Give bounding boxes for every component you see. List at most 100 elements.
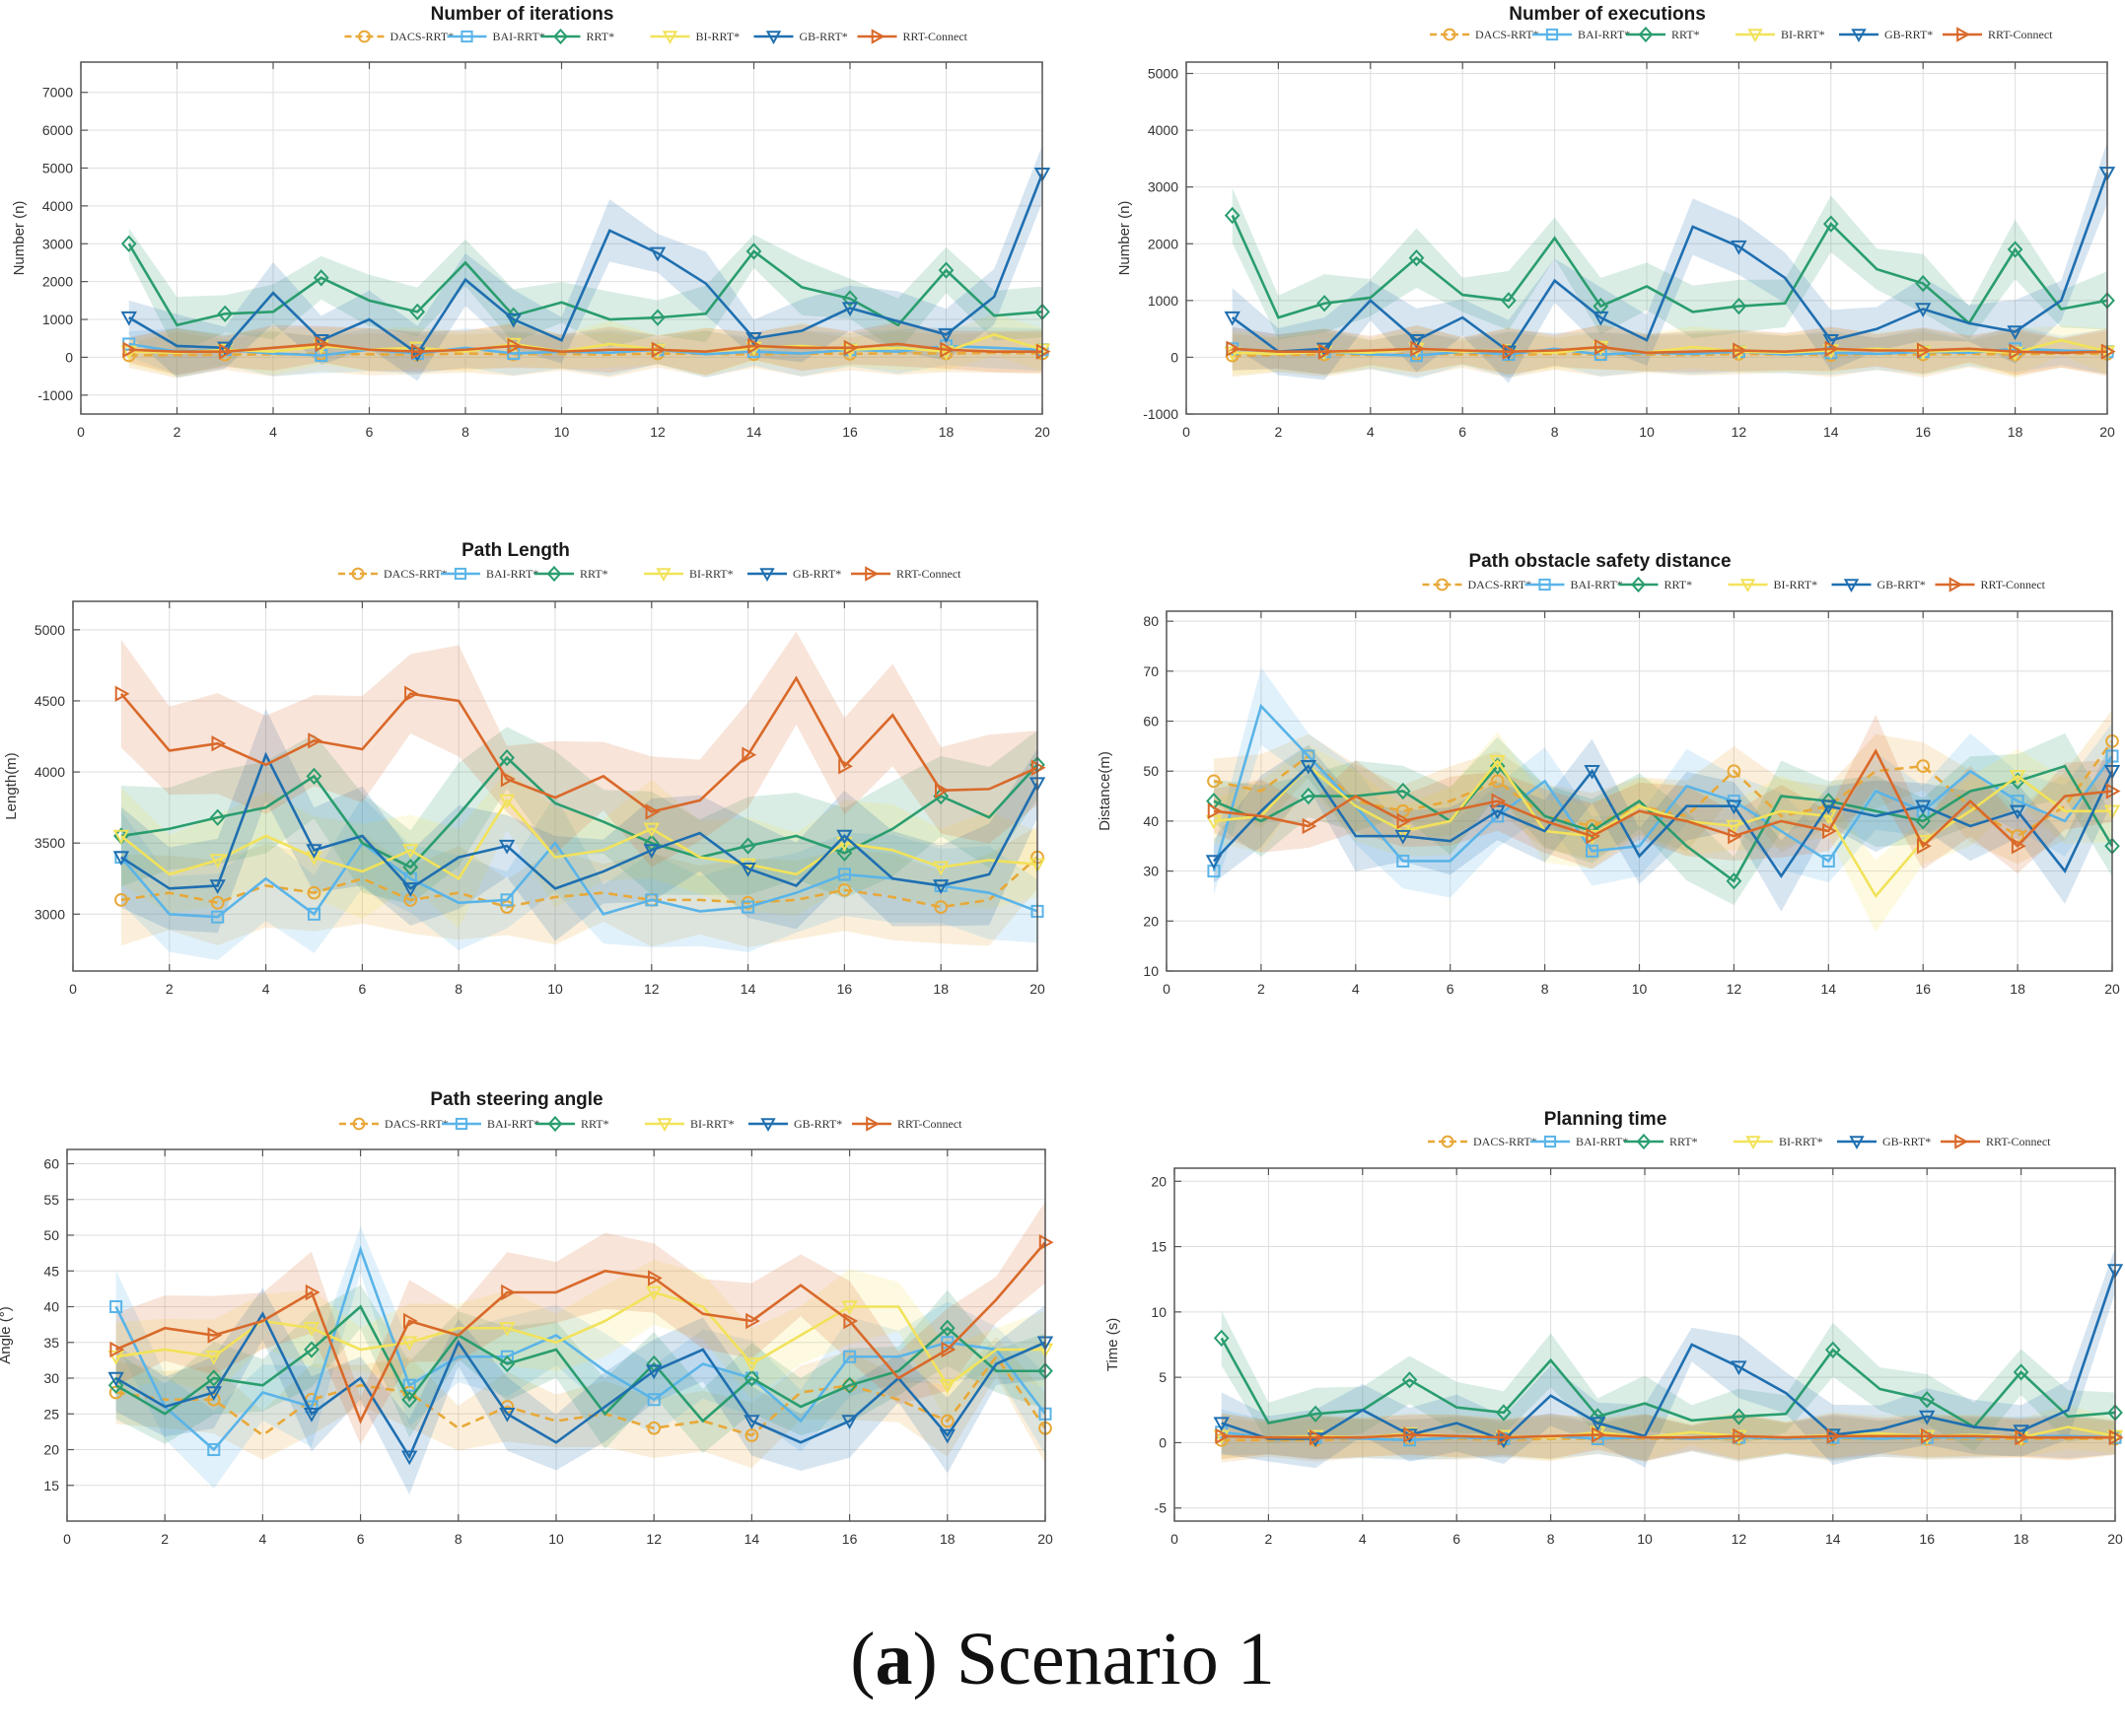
data-point-gb-rrt xyxy=(740,862,756,877)
band-rrt-connect xyxy=(1213,714,2112,874)
data-point-gb-rrt xyxy=(217,341,234,357)
series-line-bai-rrt xyxy=(114,1245,1047,1452)
band-gb-rrt xyxy=(120,709,1037,941)
legend-item-bi-rrt: BI-RRT* xyxy=(1728,578,1818,593)
x-tick-label: 18 xyxy=(2014,1531,2029,1547)
band-gb-rrt xyxy=(115,1287,1046,1495)
data-point-gb-rrt xyxy=(1919,1410,1936,1425)
data-point-bi-rrt xyxy=(1205,814,1223,830)
legend-label: RRT-Connect xyxy=(1988,28,2053,41)
y-tick-label: 7000 xyxy=(42,85,73,101)
y-axis-label: Number (n) xyxy=(11,201,28,276)
series-line-gb-rrt xyxy=(1213,764,2114,879)
data-point-gb-rrt xyxy=(1224,311,1240,326)
series-line-rrt xyxy=(1213,764,2114,883)
series-line-rrt-connect xyxy=(1232,345,2108,355)
x-tick-label: 6 xyxy=(1447,981,1454,997)
data-point-rrt-connect xyxy=(411,343,426,360)
legend-marker xyxy=(460,30,473,43)
y-tick-label: -5 xyxy=(1155,1500,1168,1516)
legend-item-rrt-connect: RRT-Connect xyxy=(852,1116,962,1132)
data-point-rrt xyxy=(939,1319,956,1337)
y-tick-label: 20 xyxy=(1143,913,1159,929)
data-point-gb-rrt xyxy=(1584,765,1600,780)
y-tick-label: 0 xyxy=(1170,349,1178,365)
legend-marker xyxy=(866,1116,881,1132)
legend-item-bai-rrt: BAI-RRT* xyxy=(442,1117,539,1131)
data-point-gb-rrt xyxy=(1590,1417,1606,1432)
legend-marker xyxy=(546,565,562,583)
data-point-rrt-connect xyxy=(1317,343,1333,360)
x-tick-label: 14 xyxy=(744,1531,760,1547)
data-point-dacs-rrt xyxy=(940,1414,955,1428)
legend-item-bai-rrt: BAI-RRT* xyxy=(1524,578,1623,591)
y-tick-label: 15 xyxy=(43,1478,59,1493)
data-point-rrt xyxy=(2013,1363,2029,1381)
data-point-gb-rrt xyxy=(1205,855,1223,870)
legend-marker xyxy=(1851,29,1867,43)
legend-item-rrt: RRT* xyxy=(1618,576,1692,593)
data-point-gb-rrt xyxy=(745,332,762,347)
chart-legend: DACS-RRT* BAI-RRT* RRT* BI-RRT* GB-RRT* RRT-C… xyxy=(1428,1133,2051,1150)
data-point-gb-rrt xyxy=(1731,1360,1747,1376)
series-line-bi-rrt xyxy=(1232,338,2108,356)
legend-marker xyxy=(1638,26,1654,43)
x-tick-label: 0 xyxy=(77,424,85,440)
legend-item-gb-rrt: GB-RRT* xyxy=(753,30,848,45)
legend-label: DACS-RRT* xyxy=(1473,1135,1537,1148)
legend-marker xyxy=(1954,1134,1969,1149)
legend-label: BI-RRT* xyxy=(1774,578,1818,591)
x-tick-label: 8 xyxy=(455,981,462,997)
data-point-rrt xyxy=(836,844,853,862)
data-point-bi-rrt xyxy=(402,844,419,859)
data-point-dacs-rrt xyxy=(1490,774,1505,789)
data-point-rrt-connect xyxy=(501,1284,516,1301)
band-dacs-rrt xyxy=(120,825,1037,947)
data-point-dacs-rrt xyxy=(647,1421,662,1435)
data-point-rrt-connect xyxy=(1592,1426,1606,1443)
x-tick-label: 18 xyxy=(939,424,955,440)
data-point-rrt xyxy=(1213,1329,1230,1348)
legend-label: BI-RRT* xyxy=(690,1117,735,1131)
data-point-rrt-connect xyxy=(648,1270,663,1286)
chart-title: Path obstacle safety distance xyxy=(1468,551,1731,572)
legend-label: BAI-RRT* xyxy=(1571,578,1623,591)
data-point-rrt xyxy=(401,1391,418,1409)
data-point-rrt xyxy=(1300,787,1316,805)
y-tick-label: 5 xyxy=(1159,1369,1167,1385)
legend-label: BI-RRT* xyxy=(1779,1135,1823,1148)
legend-marker xyxy=(352,1117,366,1131)
data-point-rrt xyxy=(1401,1371,1418,1389)
data-point-rrt-connect xyxy=(1497,1428,1513,1446)
data-point-bai-rrt xyxy=(1396,854,1410,868)
x-tick-label: 18 xyxy=(2008,424,2023,440)
series-line-rrt xyxy=(120,755,1038,869)
data-point-dacs-rrt xyxy=(1916,759,1931,774)
data-point-gb-rrt xyxy=(643,844,660,859)
series-line-bi-rrt xyxy=(128,333,1043,355)
data-point-gb-rrt xyxy=(1300,759,1317,775)
data-point-rrt-connect xyxy=(1917,838,1932,855)
x-tick-label: 0 xyxy=(69,981,77,997)
data-point-bi-rrt xyxy=(209,854,226,869)
data-point-rrt xyxy=(304,1341,319,1358)
legend-item-gb-rrt: GB-RRT* xyxy=(1839,28,1933,43)
y-axis-label: Distance(m) xyxy=(1097,751,1113,831)
data-point-rrt xyxy=(402,859,419,876)
data-point-rrt xyxy=(209,808,226,826)
legend-item-rrt-connect: RRT-Connect xyxy=(1935,577,2046,592)
band-rrt xyxy=(128,228,1042,354)
data-point-gb-rrt xyxy=(1394,829,1411,845)
legend-label: RRT* xyxy=(581,1117,609,1131)
x-tick-label: 10 xyxy=(1637,1531,1653,1547)
x-tick-label: 18 xyxy=(940,1531,956,1547)
x-tick-label: 0 xyxy=(1163,981,1170,997)
x-tick-label: 10 xyxy=(554,424,570,440)
legend-label: BAI-RRT* xyxy=(1576,1135,1628,1148)
data-point-bi-rrt xyxy=(646,1285,663,1301)
band-rrt xyxy=(1213,732,2112,906)
data-point-bai-rrt xyxy=(500,1350,514,1363)
data-point-rrt-connect xyxy=(745,1312,760,1330)
x-tick-label: 8 xyxy=(461,424,469,440)
data-point-bi-rrt xyxy=(499,1322,516,1337)
